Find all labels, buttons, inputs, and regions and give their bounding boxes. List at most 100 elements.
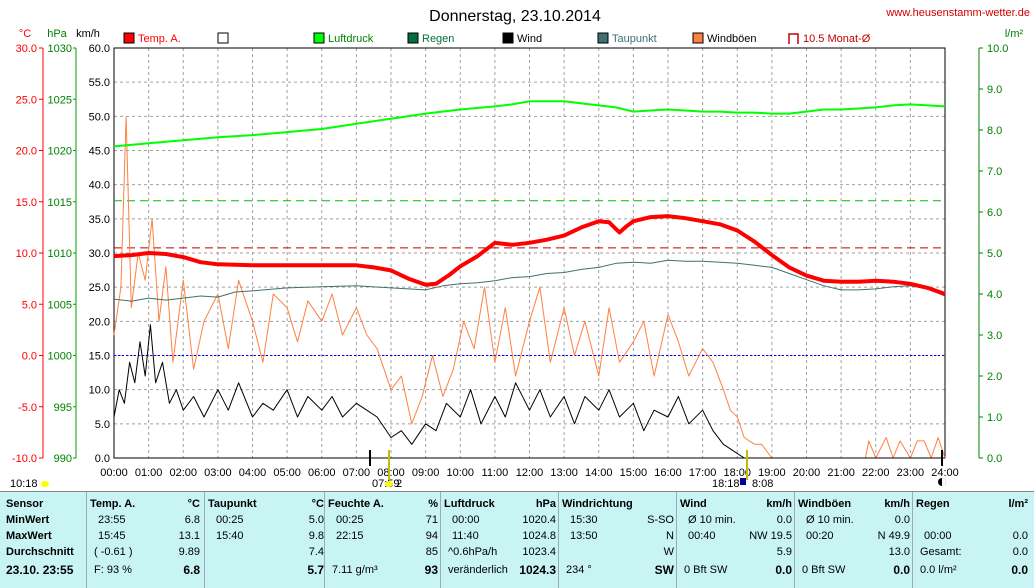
rain-tick-label: 0.0 [987, 453, 1002, 465]
time-tick-label: 01:00 [135, 467, 163, 479]
wind-tick-label: 35.0 [89, 214, 110, 226]
temp-current-value: 6.8 [183, 563, 200, 577]
min-label: MinWert [6, 514, 50, 526]
time-tick-label: 18:00 [723, 467, 751, 479]
stats-panel: Sensor MinWert MaxWert Durchschnitt 23.10. 2… [0, 491, 1034, 588]
chart-grid [113, 47, 946, 459]
dir-min-value: S-SO [647, 514, 674, 526]
column-divider [558, 492, 559, 588]
wind-tick-label: 30.0 [89, 248, 110, 260]
gust-min-value: 0.0 [894, 514, 910, 526]
chart-series [113, 100, 946, 459]
wind-min-value: 0.0 [776, 514, 792, 526]
rain-tick-label: 5.0 [987, 248, 1002, 260]
temp-avg-note: ( -0.61 ) [94, 546, 133, 558]
dir-max-time: 13:50 [570, 530, 598, 542]
legend-swatch [788, 33, 799, 44]
weather-chart: 30.025.020.015.010.05.00.0-5.0-10.010301… [10, 7, 1030, 490]
time-tick-label: 13:00 [550, 467, 578, 479]
dir-min-time: 15:30 [570, 514, 598, 526]
gust-current-value: 0.0 [893, 563, 910, 577]
rain-unit-label: l/m² [1005, 28, 1024, 40]
sunset-label: 18:18 [712, 478, 740, 490]
legend-swatch [217, 32, 229, 44]
rain-header: Regen [916, 498, 950, 510]
time-tick-label: 15:00 [620, 467, 648, 479]
legend-swatch [692, 32, 704, 44]
time-tick-label: 14:00 [585, 467, 613, 479]
press-tick-label: 1010 [48, 248, 72, 260]
hum-current-note: 7.11 g/m³ [332, 564, 378, 576]
press-tick-label: 995 [54, 402, 72, 414]
legend-label: Luftdruck [328, 33, 374, 45]
press-current-value: 1024.3 [519, 563, 556, 577]
wind-tick-label: 25.0 [89, 282, 110, 294]
rain-max-time: 00:00 [924, 530, 952, 542]
time-tick-label: 09:00 [412, 467, 440, 479]
press-max-value: 1024.8 [522, 530, 556, 542]
time-tick-label: 22:00 [862, 467, 890, 479]
rain-tick-label: 3.0 [987, 330, 1002, 342]
column-divider [794, 492, 795, 588]
legend-label: Windböen [707, 33, 757, 45]
column-divider [912, 492, 913, 588]
series-line-taupunkt [113, 259, 946, 302]
rain-unit: l/m² [1008, 498, 1028, 510]
press-current-note: veränderlich [448, 564, 508, 576]
wind-tick-label: 50.0 [89, 111, 110, 123]
legend-swatch [597, 32, 609, 44]
avg-label: Durchschnitt [6, 546, 74, 558]
sensor-header: Sensor [6, 498, 44, 510]
temp-current-note: F: 93 % [94, 564, 132, 576]
time-tick-label: 02:00 [169, 467, 197, 479]
press-tick-label: 1020 [48, 146, 72, 158]
temp-tick-label: 25.0 [16, 94, 37, 106]
column-divider [324, 492, 325, 588]
sunrise-left-label: 10:18 [10, 478, 38, 490]
dir-header: Windrichtung [562, 498, 633, 510]
press-unit-label: hPa [47, 28, 67, 40]
reference-lines [114, 200, 945, 356]
temp-tick-label: 5.0 [22, 299, 37, 311]
sun-markers: 10:1807:59218:188:08 [10, 450, 946, 490]
legend-swatch [407, 32, 419, 44]
site-link[interactable]: www.heusenstamm-wetter.de [885, 7, 1030, 19]
hum-min-value: 71 [425, 514, 438, 526]
temp-tick-label: 10.0 [16, 248, 37, 260]
rain-avg-value: 0.0 [1012, 546, 1028, 558]
time-tick-label: 17:00 [689, 467, 717, 479]
wind-tick-label: 5.0 [95, 419, 110, 431]
plot-frame [113, 47, 946, 459]
hum-max-value: 94 [425, 530, 438, 542]
hum-min-time: 00:25 [336, 514, 364, 526]
legend-swatch [123, 32, 135, 44]
dew-avg-value: 7.4 [308, 546, 324, 558]
wind-max-time: 00:40 [688, 530, 716, 542]
time-tick-label: 19:00 [758, 467, 786, 479]
press-tick-label: 1000 [48, 351, 72, 363]
chart-legend: Temp. A. Luftdruck Regen Wind Taupunkt Windbö… [123, 32, 871, 45]
column-divider [440, 492, 441, 588]
temp-max-time: 15:45 [98, 530, 126, 542]
press-unit: hPa [535, 498, 556, 510]
time-tick-label: 05:00 [273, 467, 301, 479]
temp-tick-label: -5.0 [18, 402, 37, 414]
time-tick-label: 24:00 [931, 467, 959, 479]
temp-min-time: 23:55 [98, 514, 126, 526]
rain-avg-note: Gesamt: [920, 546, 962, 558]
hum-current-value: 93 [424, 563, 438, 577]
temp-unit: °C [187, 498, 200, 510]
rain-tick-label: 9.0 [987, 84, 1002, 96]
dir-max-value: N [666, 530, 674, 542]
press-tick-label: 1025 [48, 94, 72, 106]
time-tick-label: 00:00 [100, 467, 128, 479]
sunset-icon [740, 478, 746, 485]
moon-phase-icon [942, 478, 946, 486]
dir-current-value: SW [654, 563, 674, 577]
time-tick-label: 23:00 [897, 467, 925, 479]
sun-icon [385, 481, 393, 487]
gust-min-time: Ø 10 min. [806, 514, 854, 526]
wind-tick-label: 40.0 [89, 180, 110, 192]
time-tick-label: 11:00 [482, 467, 509, 479]
temp-max-value: 13.1 [178, 530, 200, 542]
